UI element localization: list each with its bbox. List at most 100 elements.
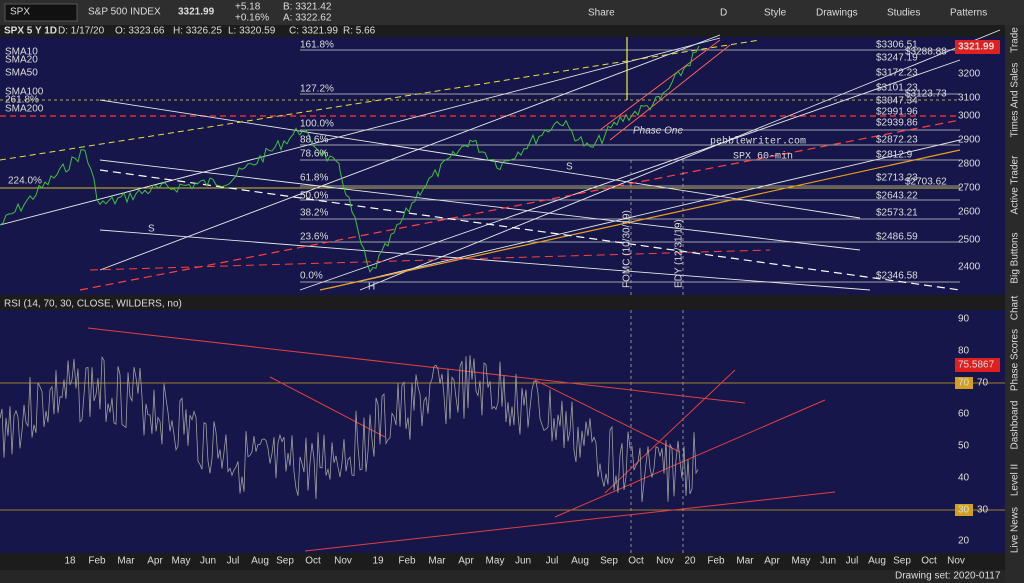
price-axis-label: 2800: [958, 159, 981, 170]
last-price-tag: 3321.99: [958, 42, 995, 53]
toolbar: [0, 0, 1024, 25]
time-axis-label: May: [486, 556, 505, 567]
trend-line: [87, 327, 746, 404]
ask: A: 3322.62: [283, 13, 332, 24]
event-label: EDY (12/31/19): [674, 219, 685, 288]
time-axis-label: 20: [684, 556, 696, 567]
description: S&P 500 INDEX: [88, 7, 161, 18]
time-axis-label: Sep: [893, 556, 911, 567]
trend-line: [299, 59, 961, 291]
side-tab[interactable]: Active Trader: [1010, 155, 1021, 215]
bid: B: 3321.42: [283, 2, 332, 13]
toolbar-button[interactable]: Style: [764, 8, 787, 19]
rsi-value: 75.5867: [958, 360, 995, 371]
trend-line: [609, 44, 731, 141]
price-path: [0, 45, 700, 273]
toolbar-button[interactable]: Share: [588, 8, 615, 19]
pattern-label: S: [148, 224, 155, 235]
side-bar: [1005, 25, 1024, 583]
fib-label: 0.0%: [300, 271, 323, 282]
time-axis-label: Nov: [656, 556, 674, 567]
side-tab[interactable]: Chart: [1010, 296, 1021, 321]
time-axis-label: 18: [64, 556, 76, 567]
trend-line: [99, 169, 961, 291]
side-tab[interactable]: Big Buttons: [1010, 232, 1021, 283]
drawings: [0, 29, 1005, 553]
trend-line: [99, 229, 871, 291]
ohlc-field: O: 3323.66: [115, 26, 165, 37]
trend-line: [329, 139, 961, 289]
toolbar-button[interactable]: D: [720, 8, 727, 19]
rsi-axis-label: 30: [977, 505, 989, 516]
side-tab[interactable]: Live News: [1010, 507, 1021, 553]
time-axis-label: 19: [372, 556, 384, 567]
study-label: SMA50: [5, 68, 38, 79]
extension-label: 224.0%: [8, 176, 42, 187]
fib-label: 38.2%: [300, 208, 328, 219]
toolbar-button[interactable]: Drawings: [816, 8, 858, 19]
trend-line: [0, 37, 721, 226]
time-axis-label: Mar: [117, 556, 135, 567]
rsi-axis-label: 70: [977, 378, 989, 389]
time-axis-label: Apr: [458, 556, 474, 567]
symbol-box[interactable]: [4, 3, 78, 22]
trend-line: [99, 159, 861, 251]
trend-line: [79, 119, 961, 291]
price-level: $3123.73: [905, 89, 947, 100]
pattern-label: H: [368, 282, 375, 293]
price-axis-label: 2900: [958, 135, 981, 146]
side-tab[interactable]: Times And Sales: [1010, 63, 1021, 138]
rsi-path: [0, 355, 699, 502]
time-axis-label: Nov: [947, 556, 965, 567]
toolbar-button[interactable]: Patterns: [950, 8, 987, 19]
change: +5.18: [235, 2, 261, 13]
time-axis-label: Mar: [736, 556, 754, 567]
price-level: $2939.86: [876, 118, 918, 129]
ohlc-field: R: 5.66: [343, 26, 376, 37]
price-axis-label: 3200: [958, 69, 981, 80]
side-tab[interactable]: Phase Scores: [1010, 329, 1021, 391]
price-axis-label: 2600: [958, 207, 981, 218]
trend-line: [99, 34, 721, 271]
fib-label: 78.6%: [300, 149, 328, 160]
price-level: $3306.51: [876, 40, 918, 51]
time-axis-label: Feb: [398, 556, 416, 567]
price-level: $2643.22: [876, 191, 918, 202]
study-label: SMA100: [5, 87, 44, 98]
rsi-upper-box: [955, 377, 973, 389]
time-axis-label: Jul: [546, 556, 559, 567]
ohlc-field: L: 3320.59: [228, 26, 276, 37]
side-tab[interactable]: Dashboard: [1010, 401, 1021, 450]
price-level: $3101.23: [876, 83, 918, 94]
trend-line: [554, 399, 826, 518]
rsi-axis-label: 80: [958, 346, 970, 357]
fib-label: 161.8%: [300, 40, 334, 51]
price-level: $2573.21: [876, 208, 918, 219]
status: Drawing set: 2020-0117: [895, 571, 1001, 582]
price-level: $2486.59: [876, 232, 918, 243]
price-level: $3047.34: [876, 96, 918, 107]
trend-line: [89, 249, 771, 271]
rsi-upper: 70: [958, 378, 970, 389]
price-level: $3247.19: [876, 53, 918, 64]
time-axis-label: Jul: [227, 556, 240, 567]
time-axis-label: May: [172, 556, 191, 567]
extension-label: 261.8%: [5, 95, 39, 106]
fib-label: 88.6%: [300, 135, 328, 146]
study-label: SMA20: [5, 55, 38, 66]
price-axis-label: 2500: [958, 235, 981, 246]
price-level: $3172.23: [876, 68, 918, 79]
trend-line: [269, 376, 386, 438]
time-axis-label: Apr: [764, 556, 780, 567]
time-axis-label: Oct: [305, 556, 321, 567]
study-label: SMA200: [5, 104, 44, 115]
side-tab[interactable]: Trade: [1010, 27, 1021, 53]
toolbar-button[interactable]: Studies: [887, 8, 920, 19]
ohlc-field: D: 1/17/20: [58, 26, 105, 37]
last-price-tag-box: [955, 40, 1000, 54]
side-tab[interactable]: Level II: [1010, 464, 1021, 496]
trend-line: [304, 491, 836, 552]
trend-line: [0, 39, 761, 161]
price-panel: [0, 37, 1005, 295]
